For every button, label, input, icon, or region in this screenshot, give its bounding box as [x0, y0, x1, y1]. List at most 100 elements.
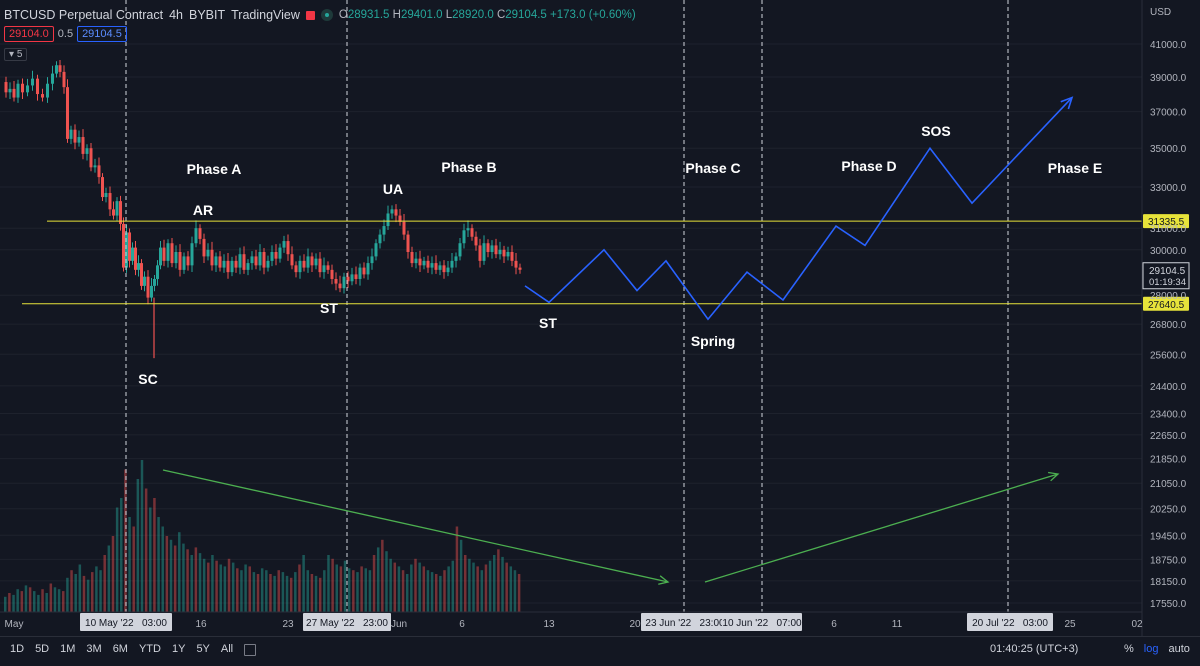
candle-body — [450, 260, 454, 268]
candle-body — [290, 254, 294, 266]
volume-bar — [66, 577, 69, 612]
volume-bar — [91, 572, 94, 612]
range-button-1d[interactable]: 1D — [10, 643, 25, 655]
candle-body — [194, 228, 198, 244]
calendar-icon[interactable] — [244, 644, 257, 656]
auto-toggle[interactable]: auto — [1168, 643, 1190, 655]
candle-body — [278, 247, 282, 259]
candle-body — [350, 274, 354, 282]
candle-body — [298, 260, 302, 273]
volume-bar — [202, 558, 206, 612]
price-tick-label: 41000.0 — [1150, 40, 1187, 51]
candle-body — [119, 201, 122, 224]
volume-bar — [107, 545, 111, 612]
volume-bar — [389, 558, 392, 612]
volume-bar — [505, 562, 508, 612]
candle-body — [378, 234, 382, 244]
volume-bar — [430, 572, 434, 612]
volume-bar — [57, 589, 61, 612]
volume-bar — [306, 570, 309, 612]
candle-body — [482, 243, 486, 261]
change-value: +173.0 (+0.60%) — [550, 9, 636, 21]
volume-bar — [41, 589, 44, 612]
range-button-1m[interactable]: 1M — [60, 643, 76, 655]
volume-bar — [82, 575, 86, 612]
volume-bar — [443, 570, 446, 612]
flag-icon[interactable] — [305, 10, 315, 20]
annotation-st: ST — [320, 300, 338, 316]
volume-bar — [480, 570, 484, 612]
volume-bar — [331, 558, 334, 612]
candle-body — [206, 249, 210, 257]
volume-bar — [120, 498, 123, 612]
price-tick-label: 21850.0 — [1150, 455, 1187, 466]
volume-bar — [70, 570, 73, 612]
range-button-1y[interactable]: 1Y — [171, 643, 186, 655]
annotation-ua: UA — [383, 181, 403, 197]
candle-body — [402, 221, 406, 235]
candle-body — [156, 265, 159, 279]
indicator-toggle[interactable]: ▾ 5 — [4, 48, 28, 61]
candle-body — [250, 256, 254, 264]
candle-body — [202, 238, 206, 257]
volume-bar — [169, 539, 173, 612]
volume-bar — [136, 479, 140, 612]
candle-body — [426, 260, 430, 268]
candle-body — [4, 82, 8, 93]
symbol-name[interactable]: BTCUSD Perpetual Contract — [4, 8, 164, 22]
date-marker-label: 10 Jun '22 07:00 — [722, 618, 802, 629]
interval[interactable]: 4h — [169, 8, 183, 22]
candle-body — [137, 263, 140, 270]
candle-body — [238, 254, 242, 268]
price-axis: 41000.0 39000.0 37000.0 35000.0 33000.0 31000… — [1141, 0, 1190, 636]
range-button-3m[interactable]: 3M — [86, 643, 102, 655]
candle-body — [58, 65, 62, 72]
annotation-sc: SC — [138, 371, 157, 387]
utc-clock[interactable]: 01:40:25 (UTC+3) — [990, 643, 1079, 655]
range-button-6m[interactable]: 6M — [112, 643, 128, 655]
time-tick-label: 13 — [543, 619, 555, 630]
candle-body — [108, 193, 112, 210]
projection-arrowhead — [1060, 96, 1074, 110]
volume-bar — [318, 577, 322, 612]
candle-body — [266, 260, 270, 268]
range-button-5y[interactable]: 5Y — [196, 643, 210, 655]
price-tick-label: 18750.0 — [1150, 555, 1187, 566]
candle-body — [374, 243, 378, 257]
volume-bar — [468, 558, 471, 612]
price-tick-label: 18150.0 — [1150, 577, 1187, 588]
candle-body — [112, 209, 115, 216]
candle-body — [478, 245, 482, 261]
price-tick-label: 25600.0 — [1150, 350, 1187, 361]
candle-body — [490, 245, 494, 252]
volume-bar — [186, 549, 189, 612]
date-marker-label: 27 May '22 23:00 — [306, 618, 388, 629]
range-button-5d[interactable]: 5D — [35, 643, 50, 655]
volume-bar — [385, 551, 388, 612]
time-tick-label: 23 — [282, 619, 294, 630]
candle-body — [115, 201, 119, 216]
volume-bar — [455, 526, 459, 612]
sell-price-button[interactable]: 29104.0 — [4, 26, 54, 42]
candle-body — [246, 263, 250, 270]
log-toggle[interactable]: log — [1143, 643, 1159, 655]
wyckoff-annotations: Phase A AR SC ST UA Phase B ST Phase C Spring Pha… — [138, 123, 1102, 387]
candle-countdown-label: 01:19:34 — [1149, 277, 1186, 288]
volume-bar — [153, 498, 156, 612]
candle-body — [153, 278, 156, 286]
buy-price-button[interactable]: 29104.5 — [77, 26, 127, 42]
volume-bar — [115, 507, 119, 612]
volume-bar — [418, 562, 421, 612]
candle-body — [394, 209, 398, 216]
candle-body — [62, 71, 66, 88]
date-marker-label: 23 Jun '22 23:00 — [645, 618, 725, 629]
range-button-ytd[interactable]: YTD — [138, 643, 161, 655]
volume-bar — [49, 583, 53, 612]
date-marker-badge — [80, 613, 172, 631]
support-resistance-lines: 31335.5 27640.5 — [22, 214, 1189, 311]
percent-toggle[interactable]: % — [1124, 643, 1134, 655]
volume-bar — [281, 572, 285, 612]
range-button-all[interactable]: All — [220, 643, 234, 655]
candle-body — [131, 247, 134, 261]
